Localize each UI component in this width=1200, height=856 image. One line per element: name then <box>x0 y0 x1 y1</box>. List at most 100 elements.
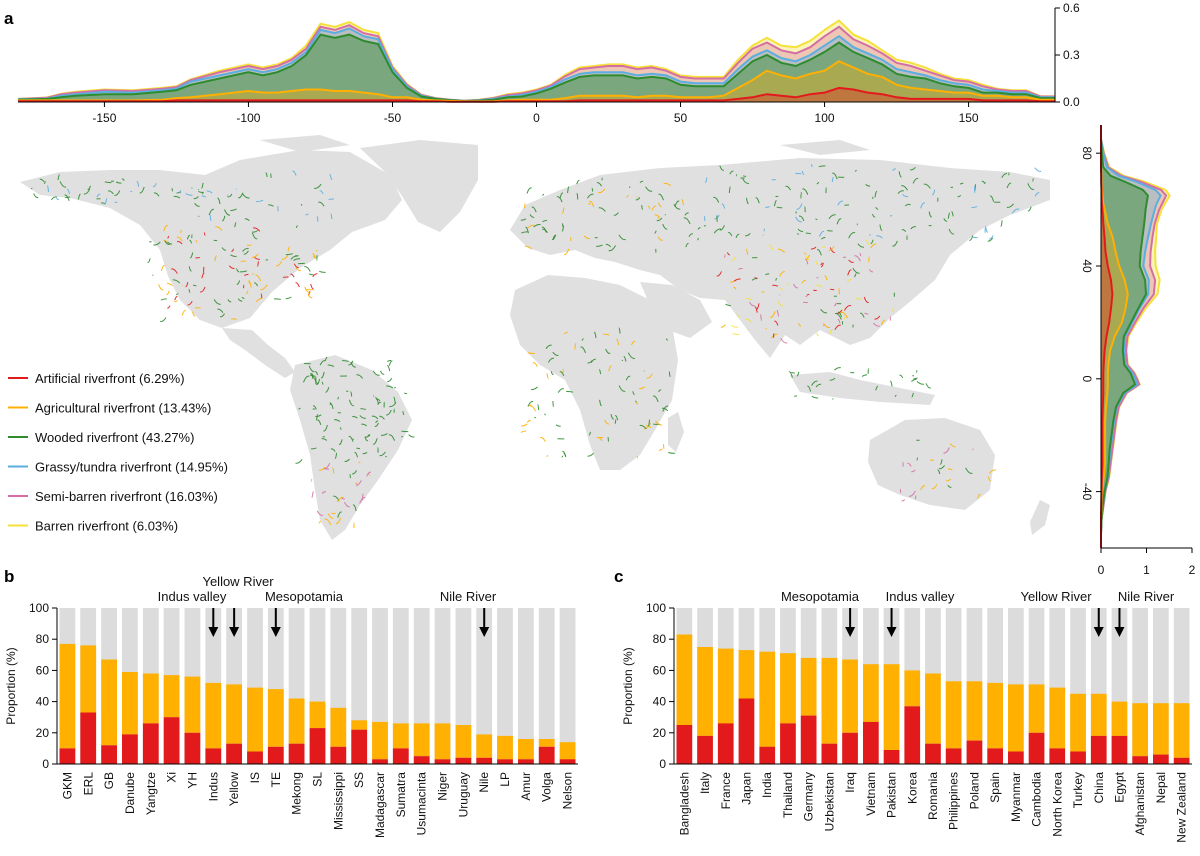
bar-agricultural <box>697 647 713 736</box>
category-label: Mississippi <box>331 772 345 830</box>
river-segment <box>834 312 842 320</box>
annotation-label: Yellow River <box>202 574 274 589</box>
river-segment <box>875 206 879 210</box>
river-segment <box>668 452 676 454</box>
river-segment <box>566 390 574 393</box>
river-segment <box>618 234 626 241</box>
river-segment <box>295 267 302 272</box>
river-segment <box>310 478 313 482</box>
y-tick-label: 0.6 <box>1063 1 1080 15</box>
panel-label-a: a <box>4 9 14 28</box>
river-segment <box>339 427 342 430</box>
category-label: Iraq <box>843 772 857 793</box>
bar-agricultural <box>372 721 388 760</box>
river-segment <box>256 199 264 203</box>
category-label: YH <box>186 772 200 789</box>
river-segment <box>810 246 817 250</box>
bar-artificial <box>434 759 451 764</box>
category-label: Bangladesh <box>677 772 691 835</box>
bar-y-tick-label: 60 <box>36 663 50 677</box>
bar-artificial <box>1132 756 1148 764</box>
river-segment <box>837 318 841 324</box>
river-segment <box>328 198 334 201</box>
river-segment <box>658 448 663 452</box>
river-segment <box>121 178 125 181</box>
river-segment <box>854 273 857 278</box>
river-segment <box>83 188 91 195</box>
river-segment <box>725 303 731 307</box>
category-label: France <box>719 772 733 810</box>
river-segment <box>869 269 874 273</box>
river-segment <box>201 272 205 279</box>
bar-artificial <box>1049 748 1066 764</box>
category-label: Nile <box>477 772 491 793</box>
river-segment <box>957 194 962 198</box>
river-segment <box>704 177 708 183</box>
category-label: Romania <box>926 772 940 820</box>
river-segment <box>379 415 385 420</box>
river-segment <box>951 211 954 217</box>
legend-label-wooded: Wooded riverfront (43.27%) <box>35 430 194 445</box>
river-segment <box>831 177 834 183</box>
river-segment <box>892 240 898 247</box>
river-segment <box>321 438 328 441</box>
river-segment <box>542 220 548 223</box>
bar-artificial <box>738 698 755 764</box>
river-segment <box>201 195 207 198</box>
river-segment <box>816 249 822 256</box>
river-segment <box>871 213 876 218</box>
river-segment <box>186 234 191 240</box>
river-segment <box>350 391 353 397</box>
category-label: Cambodia <box>1030 772 1044 827</box>
category-label: Xi <box>165 772 179 783</box>
river-segment <box>352 438 355 440</box>
river-segment <box>228 265 235 269</box>
river-segment <box>641 205 644 210</box>
river-segment <box>931 189 936 196</box>
area-agricultural <box>18 61 1055 102</box>
river-segment <box>914 495 917 500</box>
river-segment <box>176 191 181 194</box>
river-segment <box>733 278 741 282</box>
river-segment <box>719 165 725 171</box>
river-segment <box>114 190 121 196</box>
river-segment <box>243 273 249 276</box>
category-label: Afghanistan <box>1133 772 1147 835</box>
river-segment <box>520 218 527 221</box>
river-segment <box>861 374 868 377</box>
river-segment <box>684 212 689 216</box>
river-segment <box>290 273 295 278</box>
river-segment <box>193 196 199 200</box>
river-segment <box>167 305 171 309</box>
land-africa <box>510 275 678 470</box>
river-segment <box>802 188 809 195</box>
river-segment <box>96 193 101 198</box>
river-segment <box>355 480 362 486</box>
river-segment <box>188 289 191 293</box>
river-segment <box>829 329 833 335</box>
category-label: LP <box>498 772 512 787</box>
river-segment <box>164 240 170 245</box>
area-barren <box>18 20 1055 102</box>
river-segment <box>598 369 602 375</box>
river-segment <box>303 375 310 383</box>
river-segment <box>1000 220 1003 227</box>
river-segment <box>797 232 799 235</box>
river-segment <box>805 232 812 235</box>
river-segment <box>555 424 561 427</box>
bar-agricultural <box>518 739 534 760</box>
bar-artificial <box>863 721 879 764</box>
river-segment <box>66 188 70 194</box>
bar-agricultural <box>163 675 180 718</box>
river-segment <box>733 286 737 290</box>
bar-background <box>538 608 555 764</box>
river-segment <box>588 431 591 436</box>
river-segment <box>321 491 327 494</box>
river-segment <box>703 225 706 227</box>
river-segment <box>359 415 366 419</box>
river-segment <box>674 200 680 207</box>
river-segment <box>335 517 341 524</box>
category-label: SS <box>352 772 366 788</box>
river-segment <box>1006 182 1012 189</box>
river-segment <box>596 182 603 187</box>
